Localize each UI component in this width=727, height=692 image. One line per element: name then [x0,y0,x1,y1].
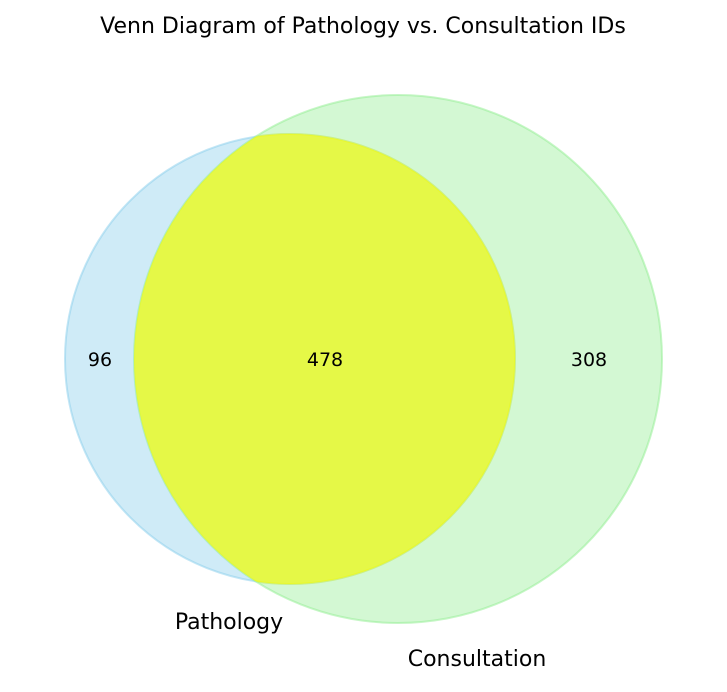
set-label-pathology: Pathology [175,610,283,635]
overlap-fill [134,133,516,585]
count-only-pathology: 96 [88,349,112,371]
chart-title: Venn Diagram of Pathology vs. Consultati… [100,14,626,39]
pathology-circle [64,133,516,585]
count-only-consultation: 308 [571,349,607,371]
consultation-circle [133,94,663,624]
count-both: 478 [307,349,343,371]
set-label-consultation: Consultation [408,647,547,672]
overlap-region [134,134,515,584]
